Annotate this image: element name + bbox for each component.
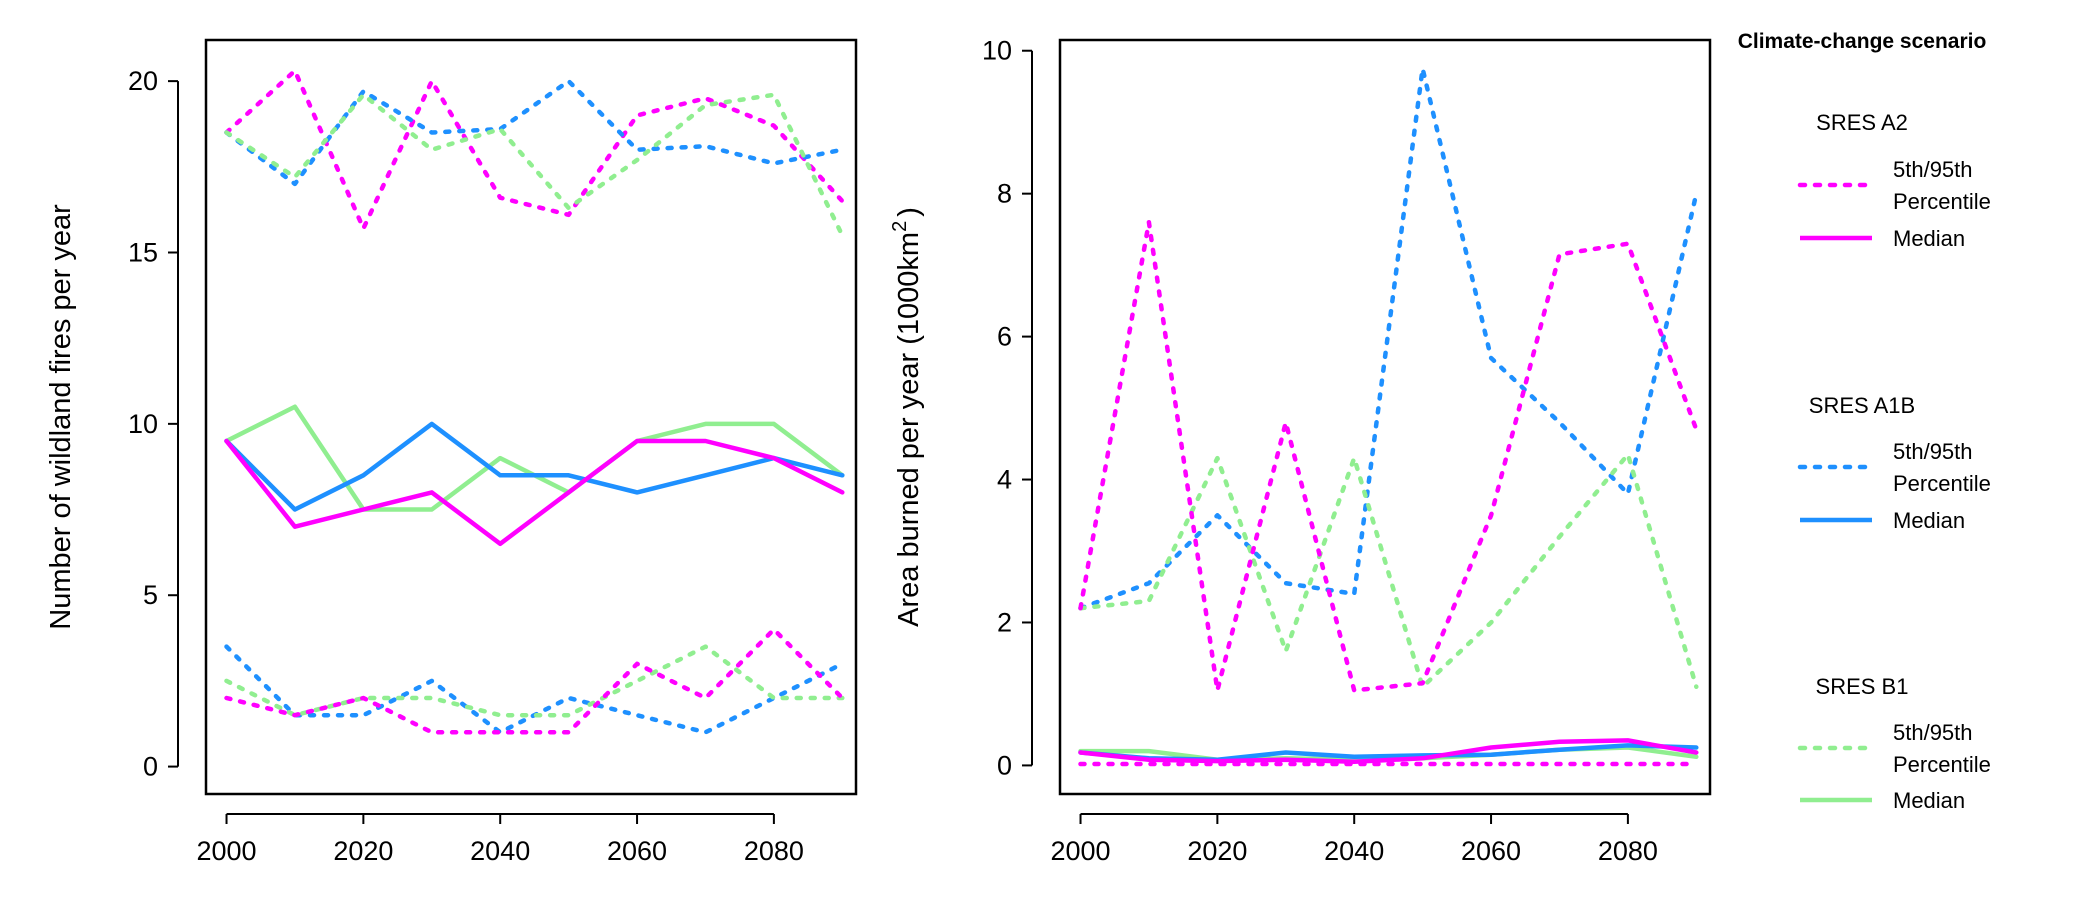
fires-sres-a1b-95th-line (224, 78, 845, 187)
fires-sres-b1-95th-line (224, 92, 845, 238)
area-y-tick-label: 4 (997, 465, 1012, 495)
fires-x-axis: 2000 2020 2040 2060 2080 (196, 813, 804, 866)
legend-b1-median-label: Median (1893, 788, 1965, 813)
legend-group-a2: SRES A2 5th/95th Percentile Median (1797, 110, 1991, 251)
fires-x-tick-label: 2040 (470, 836, 530, 866)
legend-a2-percentile-label-1: 5th/95th (1893, 157, 1973, 182)
legend-a2-percentile-label-2: Percentile (1893, 189, 1991, 214)
legend-a1b-percentile-label-1: 5th/95th (1893, 439, 1973, 464)
area-x-axis: 2000 2020 2040 2060 2080 (1050, 813, 1658, 866)
fires-x-tick-label: 2060 (607, 836, 667, 866)
area-series-group (1078, 66, 1699, 767)
legend-a1b-median-label: Median (1893, 508, 1965, 533)
area-sres-a2-95th-line (1078, 219, 1699, 693)
fires-sres-a2-5th-line (224, 627, 845, 735)
fires-y-tick-label: 0 (143, 752, 158, 782)
area-y-axis-label: Area burned per year (1000km2) (889, 207, 925, 627)
fires-series-group (224, 68, 845, 735)
area-x-tick-label: 2080 (1598, 836, 1658, 866)
fires-x-tick-label: 2000 (196, 836, 256, 866)
legend-title-a2: SRES A2 (1816, 110, 1908, 135)
legend-a1b-percentile-label-2: Percentile (1893, 471, 1991, 496)
legend-title-a1b: SRES A1B (1809, 393, 1915, 418)
legend-title-b1: SRES B1 (1816, 674, 1909, 699)
fires-y-tick-label: 5 (143, 580, 158, 610)
area-y-tick-label: 2 (997, 607, 1012, 637)
area-plot-frame (1058, 38, 1712, 796)
legend-b1-percentile-label-1: 5th/95th (1893, 720, 1973, 745)
fires-y-tick-label: 20 (128, 66, 158, 96)
legend-group-a1b: SRES A1B 5th/95th Percentile Median (1797, 393, 1991, 533)
area-x-tick-label: 2020 (1187, 836, 1247, 866)
area-y-axis: 0 2 4 6 8 10 (982, 36, 1033, 780)
legend-b1-percentile-label-2: Percentile (1893, 752, 1991, 777)
area-panel: 0 2 4 6 8 10 2000 2020 2040 2060 2080 Area burned… (889, 36, 1712, 866)
fires-panel: 0 5 10 15 20 2000 2020 2040 2060 2080 Number of … (45, 38, 858, 866)
legend-heading: Climate-change scenario (1738, 30, 1987, 53)
legend-a2-median-label: Median (1893, 226, 1965, 251)
legend: Climate-change scenario SRES A2 5th/95th… (1738, 30, 1991, 813)
area-y-tick-label: 10 (982, 36, 1012, 66)
fires-x-tick-label: 2080 (744, 836, 804, 866)
area-y-tick-label: 8 (997, 179, 1012, 209)
fires-x-tick-label: 2020 (333, 836, 393, 866)
fires-y-tick-label: 15 (128, 237, 158, 267)
area-sres-a1b-95th-line (1078, 66, 1699, 611)
area-sres-a2-median-line (1078, 738, 1699, 765)
area-x-tick-label: 2040 (1324, 836, 1384, 866)
area-y-tick-label: 0 (997, 750, 1012, 780)
area-x-tick-label: 2000 (1050, 836, 1110, 866)
fires-y-tick-label: 10 (128, 409, 158, 439)
area-sres-b1-95th-line (1078, 452, 1699, 690)
fires-sres-a1b-median-line (224, 421, 845, 512)
area-y-tick-label: 6 (997, 322, 1012, 352)
fires-sres-b1-5th-line (224, 644, 845, 718)
fires-plot-frame (204, 38, 858, 796)
fires-y-axis: 0 5 10 15 20 (128, 66, 179, 782)
area-x-tick-label: 2060 (1461, 836, 1521, 866)
legend-group-b1: SRES B1 5th/95th Percentile Median (1797, 674, 1991, 813)
fires-y-axis-label: Number of wildland fires per year (45, 204, 77, 630)
fires-sres-a2-median-line (224, 438, 845, 547)
